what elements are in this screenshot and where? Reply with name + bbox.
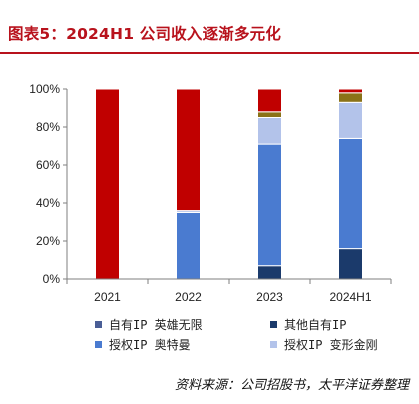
bar-segment <box>338 92 363 103</box>
legend-label: 自有IP 英雄无限 <box>109 317 203 332</box>
y-tick-label: 100% <box>29 82 60 96</box>
legend-swatch <box>95 321 102 328</box>
legend-label: 授权IP 奥特曼 <box>109 337 191 352</box>
bar-segment <box>257 88 282 113</box>
x-tick-label: 2024H1 <box>329 290 371 304</box>
y-tick-label: 20% <box>36 234 60 248</box>
source-note: 资料来源：公司招股书，太平洋证券整理 <box>174 378 409 393</box>
legend-swatch <box>270 341 277 348</box>
legend-label: 其他自有IP <box>284 318 346 332</box>
legend-label: 授权IP 变形金刚 <box>284 337 378 352</box>
y-tick-label: 60% <box>36 158 60 172</box>
chart-title: 图表5：2024H1 公司收入逐渐多元化 <box>8 25 282 43</box>
bar-stacks <box>95 88 363 280</box>
bar-segment <box>176 212 201 280</box>
x-axis: 2021 2022 2023 2024H1 <box>66 278 392 304</box>
bar-segment <box>95 88 120 280</box>
bar-segment <box>257 117 282 145</box>
y-tick-label: 0% <box>43 272 61 286</box>
bar-segment <box>257 143 282 267</box>
bar-segment <box>338 88 363 94</box>
bar-segment <box>176 88 201 212</box>
legend-swatch <box>270 321 277 328</box>
bar-segment <box>338 137 363 250</box>
revenue-mix-chart: 0% 20% 40% 60% 80% 100% 2021 2022 2023 2024H1 自有… <box>29 82 392 352</box>
title-divider <box>0 52 419 54</box>
y-tick-label: 80% <box>36 120 60 134</box>
x-tick-label: 2023 <box>256 290 283 304</box>
legend: 自有IP 英雄无限 其他自有IP 授权IP 奥特曼 授权IP 变形金刚 <box>95 317 378 352</box>
legend-swatch <box>95 341 102 348</box>
bar-segment <box>257 111 282 118</box>
x-tick-label: 2022 <box>175 290 202 304</box>
bar-segment <box>257 265 282 280</box>
y-axis: 0% 20% 40% 60% 80% 100% <box>29 82 68 286</box>
bar-segment <box>338 248 363 280</box>
bar-segment <box>338 101 363 139</box>
y-tick-label: 40% <box>36 196 60 210</box>
x-tick-label: 2021 <box>94 290 121 304</box>
